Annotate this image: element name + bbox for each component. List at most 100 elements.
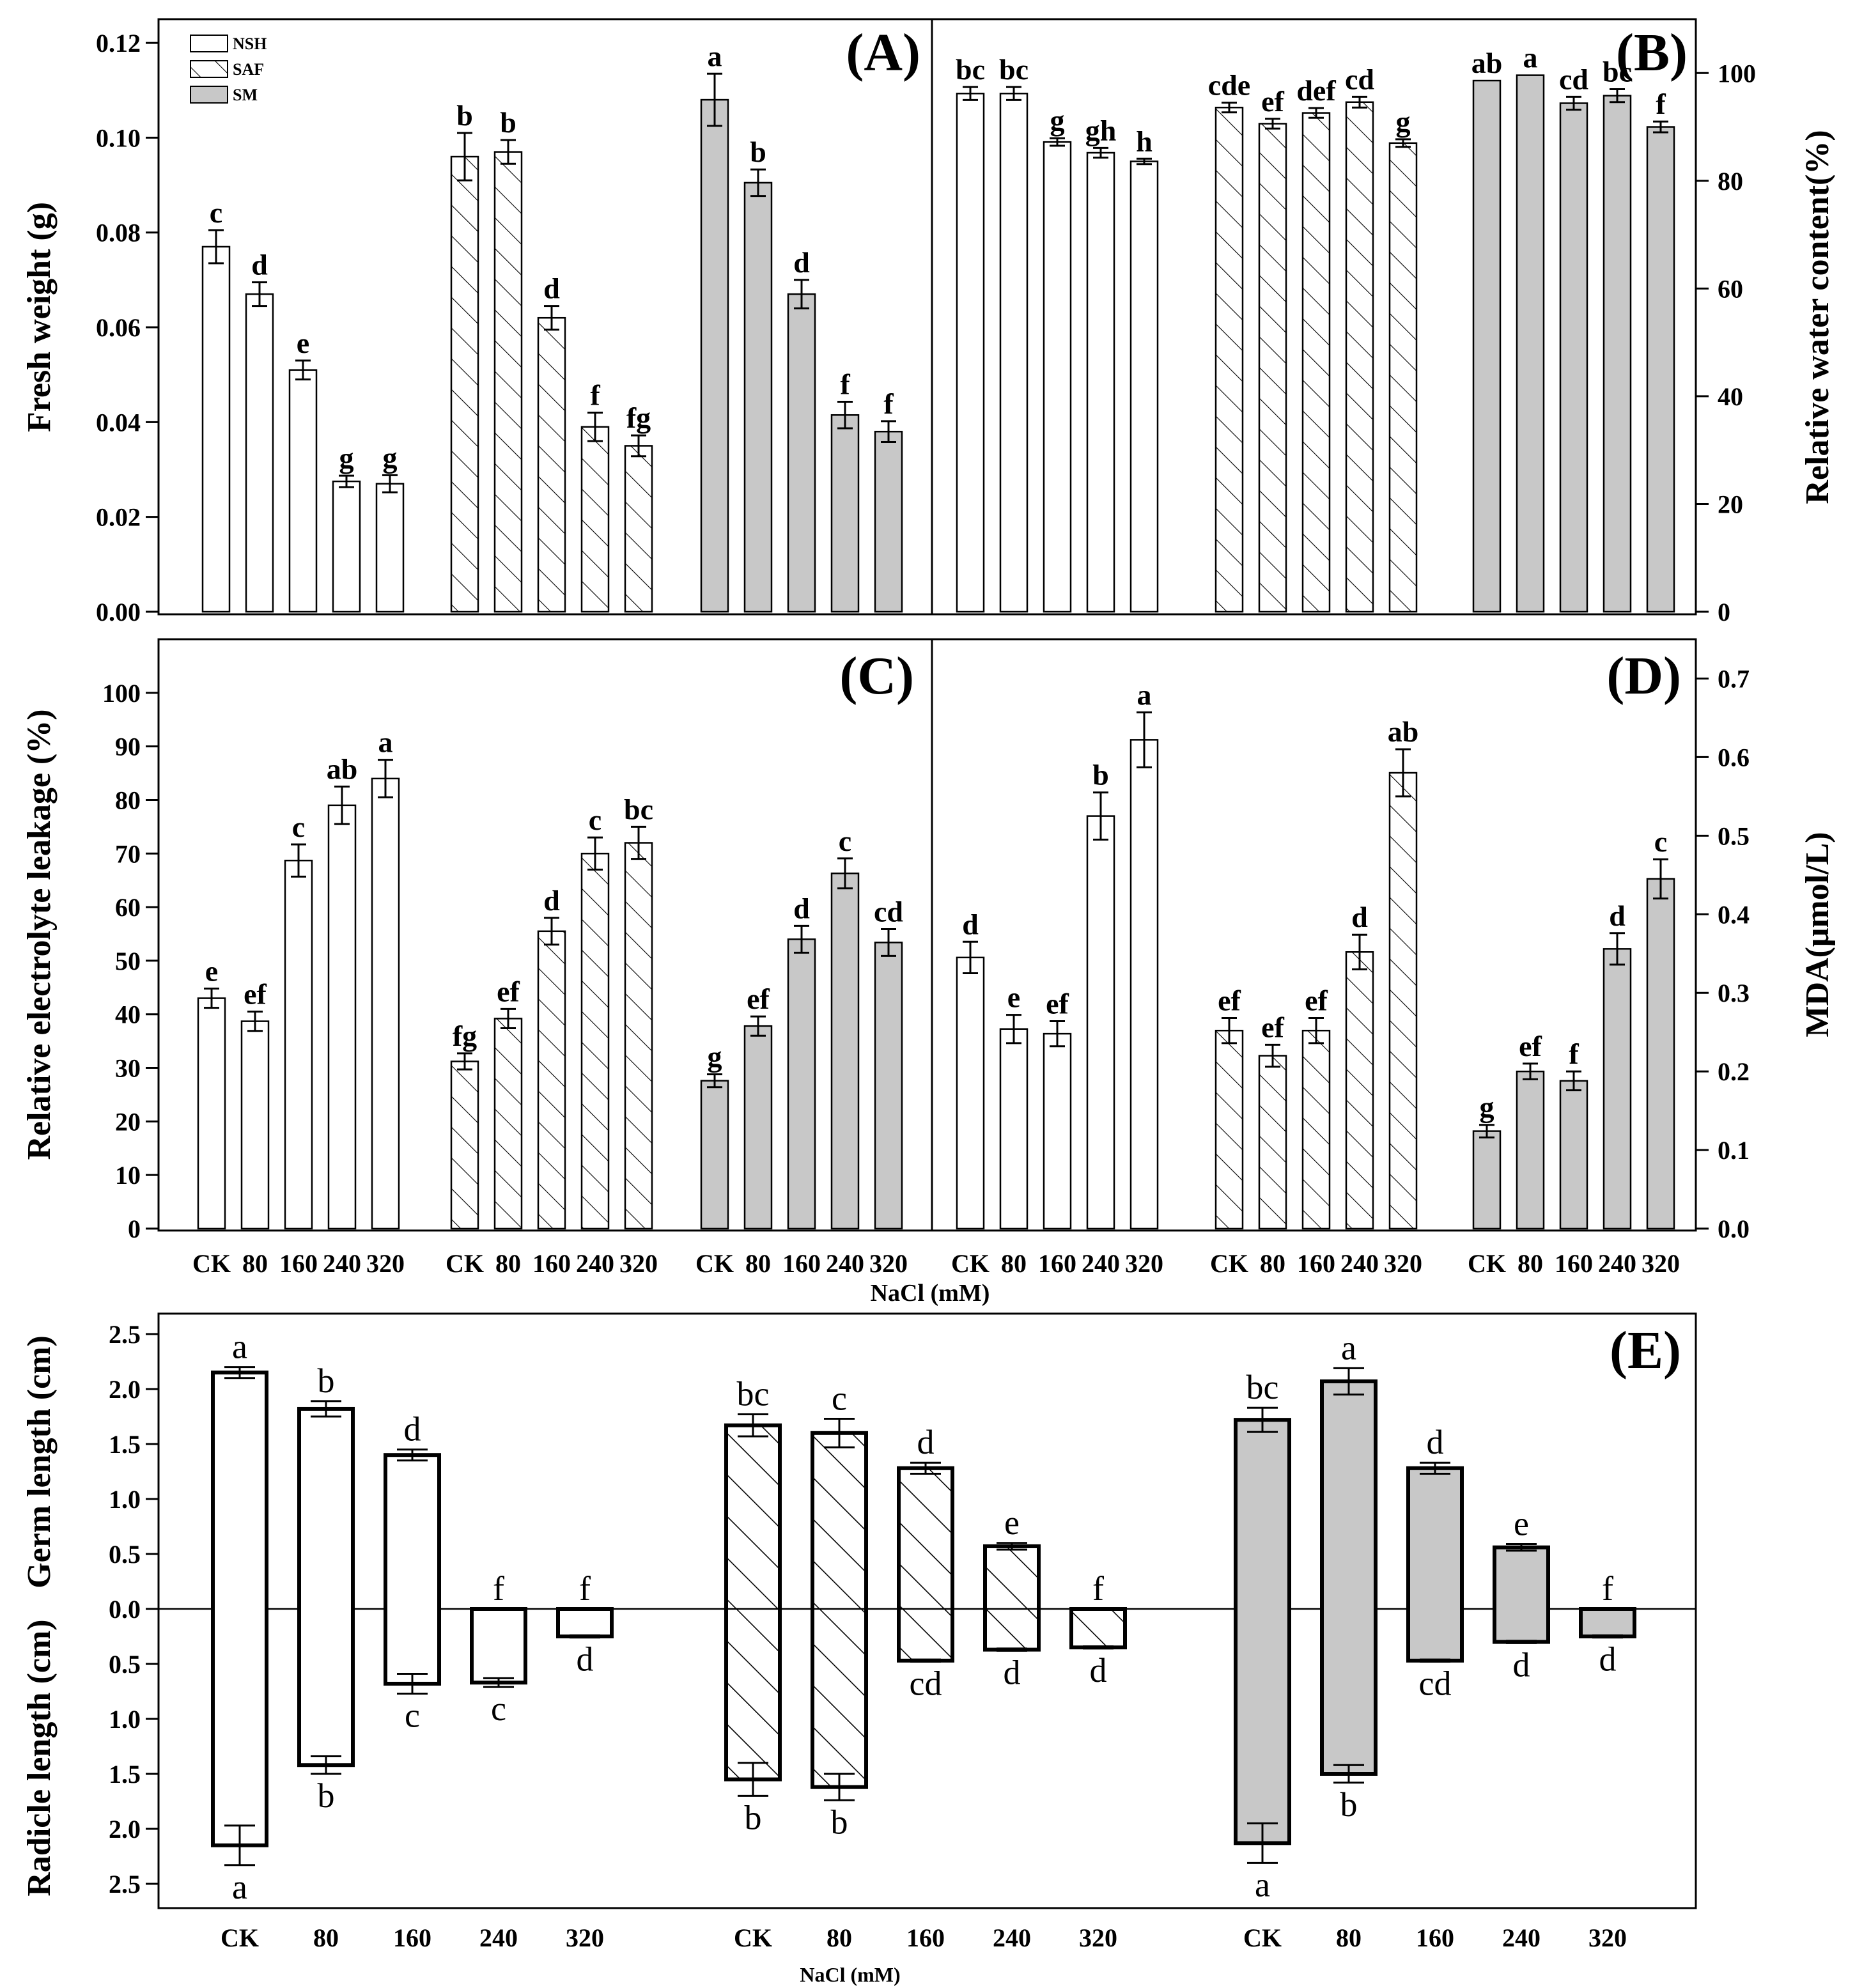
x-tick-label-c: 240 (323, 1249, 361, 1278)
sig-label-e-radicle-nsh-80: b (318, 1776, 335, 1815)
bar-e-sm-240 (1493, 1545, 1550, 1644)
sig-label-c-sm-80: ef (747, 982, 770, 1015)
sig-label-e-germ-saf-240: e (1004, 1503, 1020, 1542)
sig-label-a-nsh-240: g (339, 442, 354, 474)
sig-label-a-saf-CK: b (456, 99, 473, 132)
bar-c-nsh-160 (284, 859, 313, 1230)
x-tick-label-d: CK (1210, 1249, 1248, 1278)
legend-swatch-sm (190, 86, 228, 104)
sig-label-c-saf-320: bc (624, 793, 653, 825)
sig-label-c-saf-CK: fg (453, 1020, 477, 1052)
x-tick-label-d: CK (1468, 1249, 1506, 1278)
panel-label-c: (C) (839, 646, 914, 706)
sig-label-d-saf-160: ef (1305, 984, 1328, 1017)
bar-d-sm-80 (1516, 1070, 1545, 1230)
x-tick-label-c: 80 (745, 1249, 771, 1278)
sig-label-e-germ-nsh-240: f (493, 1569, 504, 1608)
x-tick-label-d: 80 (1517, 1249, 1543, 1278)
bar-c-saf-320 (624, 842, 653, 1230)
bar-b-nsh-160 (1043, 141, 1072, 613)
bar-c-saf-240 (580, 853, 610, 1230)
x-tick-label-d: 80 (1001, 1249, 1027, 1278)
x-tick-label-d: 240 (1082, 1249, 1120, 1278)
bar-e-nsh-240 (470, 1607, 527, 1685)
bar-e-saf-240 (983, 1544, 1041, 1652)
y-tick-label-c: 30 (115, 1054, 141, 1083)
y-label-e-bottom: Radicle length (cm) (21, 1619, 58, 1896)
sig-label-b-saf-80: ef (1261, 85, 1284, 118)
sig-label-b-saf-320: g (1396, 105, 1411, 138)
bar-d-saf-80 (1258, 1055, 1287, 1230)
sig-label-b-sm-80: a (1523, 42, 1538, 74)
y-tick-label-e: 0.5 (109, 1540, 141, 1569)
bar-c-nsh-240 (327, 804, 357, 1230)
y-tick-label-a: 0.00 (96, 598, 141, 626)
sig-label-b-saf-CK: cde (1208, 69, 1250, 102)
bar-c-saf-CK (450, 1060, 479, 1230)
x-tick-label-d: 320 (1642, 1249, 1680, 1278)
x-axis-label-top: NaCl (mM) (871, 1280, 990, 1307)
panel-label-d: (D) (1606, 646, 1681, 706)
y-tick-label-e: 1.5 (109, 1760, 141, 1789)
x-tick-label-e: 240 (479, 1923, 518, 1952)
y-tick-label-d: 0.7 (1718, 664, 1750, 693)
bar-b-sm-320 (1646, 126, 1675, 613)
x-tick-label-c: 240 (576, 1249, 614, 1278)
bar-d-sm-160 (1559, 1080, 1588, 1230)
sig-label-c-saf-80: ef (497, 975, 520, 1007)
y-label-d: MDA(μmol/L) (1799, 832, 1836, 1037)
sig-label-a-saf-240: f (590, 379, 600, 412)
x-tick-label-c: CK (695, 1249, 734, 1278)
y-tick-label-c: 80 (115, 786, 141, 814)
panel-label-b: (B) (1616, 23, 1688, 82)
sig-label-e-germ-sm-160: d (1427, 1423, 1444, 1461)
bar-d-nsh-320 (1129, 739, 1159, 1230)
y-tick-label-b: 20 (1718, 490, 1743, 518)
bar-b-sm-160 (1559, 102, 1588, 613)
bar-e-sm-80 (1320, 1379, 1378, 1776)
sig-label-b-nsh-240: gh (1085, 114, 1117, 146)
panel-label-e: (E) (1610, 1321, 1681, 1380)
bar-e-nsh-160 (384, 1453, 441, 1686)
sig-label-e-germ-nsh-80: b (318, 1362, 335, 1400)
sig-label-e-germ-sm-80: a (1341, 1328, 1356, 1367)
y-tick-label-a: 0.12 (96, 29, 141, 58)
bar-b-nsh-320 (1129, 160, 1159, 613)
sig-label-a-nsh-80: d (251, 249, 268, 281)
x-tick-label-e: 80 (313, 1923, 339, 1952)
sig-label-c-sm-320: cd (874, 895, 903, 928)
bar-e-saf-320 (1069, 1607, 1127, 1650)
y-tick-label-d: 0.1 (1718, 1136, 1750, 1165)
bar-a-nsh-320 (375, 483, 405, 613)
bar-b-saf-240 (1345, 101, 1374, 613)
x-tick-label-c: 80 (242, 1249, 268, 1278)
y-tick-label-e: 2.0 (109, 1375, 141, 1404)
y-tick-label-b: 0 (1718, 598, 1730, 626)
x-tick-label-d: 160 (1555, 1249, 1593, 1278)
bar-a-sm-160 (787, 293, 816, 613)
sig-label-e-germ-saf-160: d (917, 1423, 935, 1461)
x-tick-label-e: 240 (1502, 1923, 1541, 1952)
sig-label-b-sm-320: f (1656, 88, 1666, 120)
sig-label-b-nsh-80: bc (999, 53, 1028, 86)
x-axis-label-bottom: NaCl (mM) (800, 1963, 900, 1986)
bar-d-nsh-240 (1086, 815, 1115, 1230)
sig-label-e-radicle-nsh-CK: a (232, 1868, 247, 1906)
bar-d-sm-240 (1603, 948, 1632, 1230)
sig-label-c-nsh-CK: e (205, 954, 218, 987)
sig-label-d-saf-80: ef (1261, 1011, 1284, 1043)
bar-a-sm-80 (743, 182, 773, 613)
sig-label-a-sm-160: d (793, 246, 810, 279)
bar-c-sm-CK (700, 1080, 729, 1230)
bar-e-saf-160 (897, 1466, 954, 1663)
bar-b-saf-160 (1301, 112, 1331, 613)
bar-b-sm-80 (1516, 74, 1545, 613)
sig-label-e-radicle-nsh-240: c (491, 1689, 506, 1728)
bar-c-nsh-80 (240, 1020, 270, 1230)
y-tick-label-b: 80 (1718, 167, 1743, 196)
bar-d-saf-320 (1388, 772, 1418, 1230)
x-tick-label-c: 80 (495, 1249, 521, 1278)
y-tick-label-d: 0.0 (1718, 1215, 1750, 1243)
y-tick-label-e: 0.5 (109, 1650, 141, 1679)
y-tick-label-d: 0.3 (1718, 979, 1750, 1007)
